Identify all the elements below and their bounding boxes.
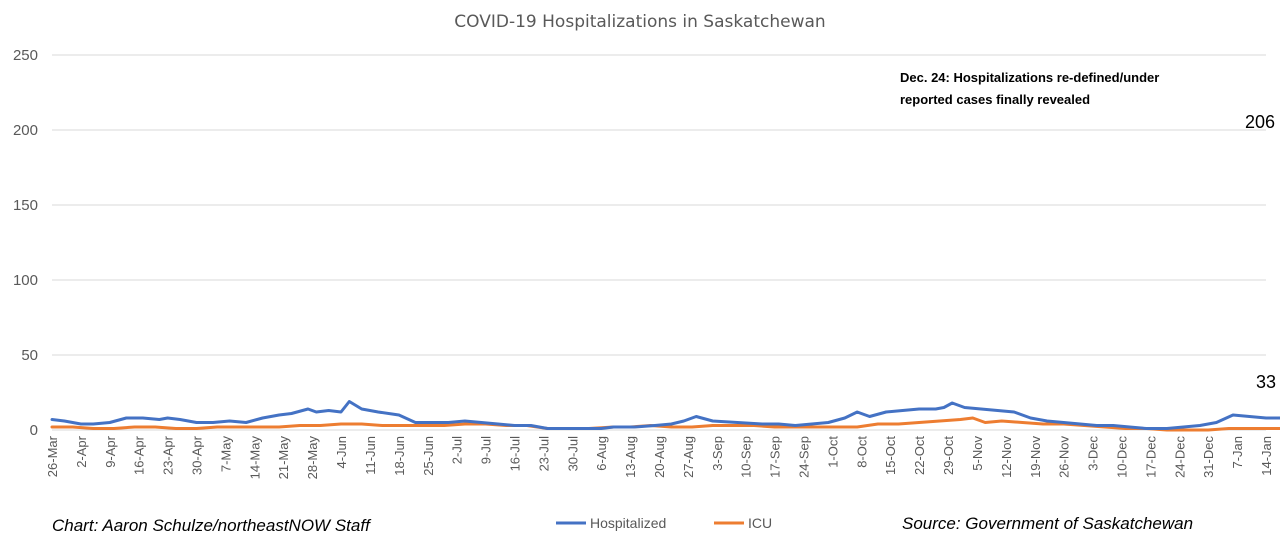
x-tick-label: 29-Oct (941, 436, 956, 475)
legend-icu-label: ICU (748, 515, 772, 531)
x-tick-label: 31-Dec (1201, 436, 1216, 478)
icu-end-label: 33 (1256, 372, 1276, 392)
x-tick-label: 13-Aug (623, 436, 638, 478)
y-axis-ticks: 0 50 100 150 200 250 (13, 47, 38, 439)
gridlines (52, 54, 1266, 356)
x-tick-label: 27-Aug (681, 436, 696, 478)
x-tick-label: 22-Oct (912, 436, 927, 475)
x-tick-label: 20-Aug (652, 436, 667, 478)
x-tick-label: 2-Jul (450, 436, 465, 464)
y-tick-label: 250 (13, 47, 38, 64)
x-tick-label: 16-Apr (132, 435, 147, 475)
x-tick-label: 24-Dec (1172, 436, 1187, 478)
x-tick-label: 3-Sep (710, 436, 725, 471)
series-line-icu (50, 416, 1280, 432)
y-tick-label: 0 (30, 422, 38, 439)
x-tick-label: 10-Dec (1114, 436, 1129, 478)
x-tick-label: 19-Nov (1028, 436, 1043, 478)
x-tick-label: 30-Apr (190, 435, 205, 475)
y-tick-label: 100 (13, 272, 38, 289)
legend: Hospitalized ICU (556, 515, 772, 531)
y-tick-label: 150 (13, 197, 38, 214)
x-tick-label: 9-Jul (479, 436, 494, 464)
series-line-hospitalized (50, 400, 1280, 430)
x-tick-label: 12-Nov (999, 436, 1014, 478)
x-tick-label: 26-Nov (1057, 436, 1072, 478)
x-tick-label: 6-Aug (594, 436, 609, 471)
x-tick-label: 25-Jun (421, 436, 436, 476)
x-tick-label: 11-Jun (363, 436, 378, 475)
x-tick-label: 26-Mar (45, 435, 60, 477)
x-tick-label: 2-Apr (74, 435, 89, 467)
x-tick-label: 15-Oct (883, 436, 898, 475)
x-tick-label: 23-Jul (536, 436, 551, 472)
annotation-note-line1: Dec. 24: Hospitalizations re-defined/und… (900, 70, 1159, 85)
x-tick-label: 23-Apr (161, 435, 176, 475)
x-tick-label: 18-Jun (392, 436, 407, 476)
x-tick-label: 14-May (247, 436, 262, 480)
x-tick-label: 7-May (218, 436, 233, 473)
x-tick-label: 28-May (305, 436, 320, 480)
series-layer (50, 400, 1280, 432)
chart-source: Source: Government of Saskatchewan (902, 514, 1193, 533)
x-tick-label: 21-May (276, 436, 291, 480)
x-tick-label: 16-Jul (507, 436, 522, 472)
x-tick-label: 9-Apr (103, 435, 118, 467)
x-tick-label: 8-Oct (854, 436, 869, 468)
x-tick-label: 7-Jan (1230, 436, 1245, 469)
chart-credit: Chart: Aaron Schulze/northeastNOW Staff (52, 516, 372, 535)
legend-hospitalized-label: Hospitalized (590, 515, 666, 531)
x-tick-label: 1-Oct (825, 436, 840, 468)
x-tick-label: 14-Jan (1259, 436, 1274, 476)
x-tick-label: 30-Jul (565, 436, 580, 472)
x-tick-label: 24-Sep (797, 436, 812, 478)
y-tick-label: 50 (21, 347, 38, 364)
x-tick-label: 5-Nov (970, 436, 985, 471)
y-tick-label: 200 (13, 122, 38, 139)
x-tick-label: 3-Dec (1086, 436, 1101, 471)
x-tick-label: 17-Sep (768, 436, 783, 478)
annotation-note-line2: reported cases finally revealed (900, 92, 1090, 107)
x-tick-label: 4-Jun (334, 436, 349, 469)
chart-title: COVID-19 Hospitalizations in Saskatchewa… (454, 12, 825, 32)
x-axis-ticks: 26-Mar 2-Apr 9-Apr 16-Apr 23-Apr 30-Apr 7-May 1… (45, 435, 1274, 479)
x-tick-label: 10-Sep (739, 436, 754, 478)
hospitalized-end-label: 206 (1245, 112, 1275, 132)
x-tick-label: 17-Dec (1143, 436, 1158, 478)
